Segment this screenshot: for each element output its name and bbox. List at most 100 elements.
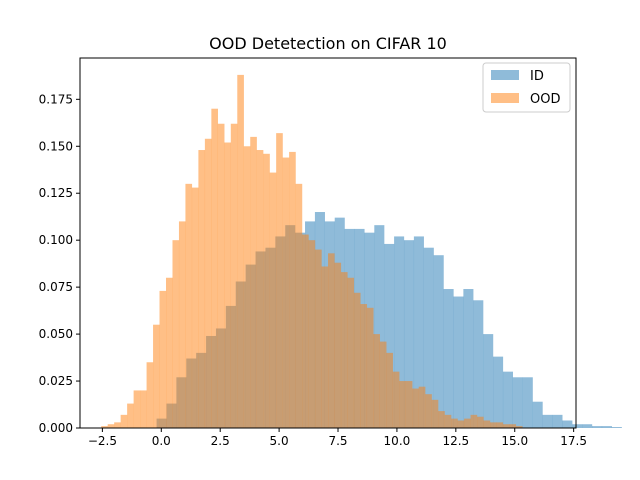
histogram-bar: [204, 138, 212, 428]
histogram-bar: [542, 414, 553, 428]
histogram-bar: [166, 277, 173, 428]
histogram-bar: [328, 253, 335, 428]
histogram-bar: [250, 136, 257, 428]
histogram-bar: [403, 240, 415, 428]
histogram-bar: [107, 424, 115, 428]
histogram-bar: [133, 390, 141, 428]
legend-label-id: ID: [530, 69, 544, 84]
x-tick-label: 2.5: [211, 434, 230, 448]
histogram-bar: [289, 151, 296, 428]
y-tick-label: 0.050: [39, 327, 73, 341]
histogram-bar: [243, 146, 251, 428]
histogram-bar: [256, 150, 264, 428]
histogram-bar: [153, 324, 160, 428]
y-tick-label: 0.025: [39, 374, 73, 388]
histogram-bar: [522, 377, 533, 428]
histogram-bar: [423, 247, 434, 428]
histogram-bar: [282, 157, 290, 429]
histogram-bar: [101, 426, 108, 428]
histogram-bar: [224, 142, 231, 428]
y-tick-label: 0.000: [39, 421, 73, 435]
histogram-bar: [159, 290, 167, 428]
x-tick-label: 12.5: [442, 434, 469, 448]
x-tick-label: 10.0: [384, 434, 411, 448]
histogram-bar: [483, 334, 494, 428]
histogram-bar: [384, 243, 395, 428]
histogram-bar: [502, 371, 513, 428]
histogram-bar: [464, 418, 471, 428]
histogram-bar: [399, 381, 406, 428]
histogram-bar: [552, 414, 563, 428]
histogram-bar: [470, 414, 478, 428]
histogram-bar: [140, 390, 147, 428]
series-ood: [101, 74, 523, 429]
plot-area: [101, 74, 622, 429]
histogram-bar: [515, 426, 523, 428]
histogram-bar: [302, 234, 309, 428]
histogram-bar: [217, 123, 225, 429]
histogram-bar: [114, 422, 121, 428]
histogram-bar: [611, 427, 622, 428]
x-tick-label: 15.0: [501, 434, 528, 448]
axes-frame: [79, 57, 577, 429]
histogram-bar: [230, 123, 238, 429]
histogram-bar: [502, 424, 510, 428]
histogram-bar: [321, 266, 329, 428]
histogram-bar: [413, 236, 424, 428]
histogram-bar: [477, 416, 484, 428]
histogram-bar: [178, 221, 186, 428]
histogram-bar: [483, 420, 491, 428]
histogram-bar: [308, 240, 316, 428]
y-tick-label: 0.125: [39, 186, 73, 200]
histogram-bar: [463, 289, 474, 428]
histogram-bar: [127, 403, 134, 428]
histogram-bar: [374, 225, 385, 428]
x-tick-label: 17.5: [560, 434, 587, 448]
histogram-bar: [496, 422, 504, 428]
histogram-bar: [394, 236, 405, 428]
histogram-bar: [347, 277, 355, 428]
histogram-bar: [172, 240, 180, 428]
histogram-bar: [379, 341, 387, 428]
histogram-bar: [592, 426, 603, 428]
histogram-bar: [211, 108, 218, 429]
histogram-bar: [334, 262, 342, 428]
x-tick-label: 5.0: [270, 434, 289, 448]
histogram-bar: [532, 401, 543, 428]
histogram-bar: [237, 74, 244, 429]
histogram-bar: [582, 424, 593, 428]
histogram-bar: [315, 249, 322, 428]
y-tick-label: 0.175: [39, 92, 73, 106]
histogram-bar: [366, 307, 374, 428]
histogram-bar: [412, 388, 419, 428]
histogram-bar: [431, 399, 439, 428]
histogram-bar: [360, 304, 368, 428]
histogram-bar: [373, 334, 380, 428]
histogram-bar: [509, 424, 517, 428]
histogram-bar: [457, 420, 465, 428]
histogram-bar: [490, 422, 497, 428]
chart-title: OOD Detetection on CIFAR 10: [209, 34, 447, 53]
legend: ID OOD: [482, 62, 571, 113]
y-axis: 0.000 0.025 0.050 0.075 0.100 0.125 0.150 0.175: [39, 92, 80, 435]
histogram-bar: [269, 172, 277, 428]
histogram-bar: [453, 296, 464, 428]
histogram-bar: [451, 418, 458, 428]
histogram-bar: [295, 183, 303, 428]
histogram-bar: [386, 352, 393, 428]
histogram-bar: [438, 411, 445, 428]
histogram-bar: [276, 133, 283, 428]
histogram-bar: [353, 292, 361, 428]
histogram-bar: [263, 153, 270, 429]
histogram-bar: [191, 187, 199, 428]
y-tick-label: 0.075: [39, 280, 73, 294]
histogram-bar: [120, 414, 128, 428]
histogram-bar: [433, 255, 444, 428]
histogram-bar: [418, 386, 426, 428]
histogram-bar: [444, 414, 452, 428]
histogram-bar: [146, 362, 154, 428]
histogram-bar: [572, 424, 583, 428]
x-tick-label: 7.5: [328, 434, 347, 448]
histogram-bar: [392, 371, 400, 428]
x-tick-label: −2.5: [88, 434, 117, 448]
